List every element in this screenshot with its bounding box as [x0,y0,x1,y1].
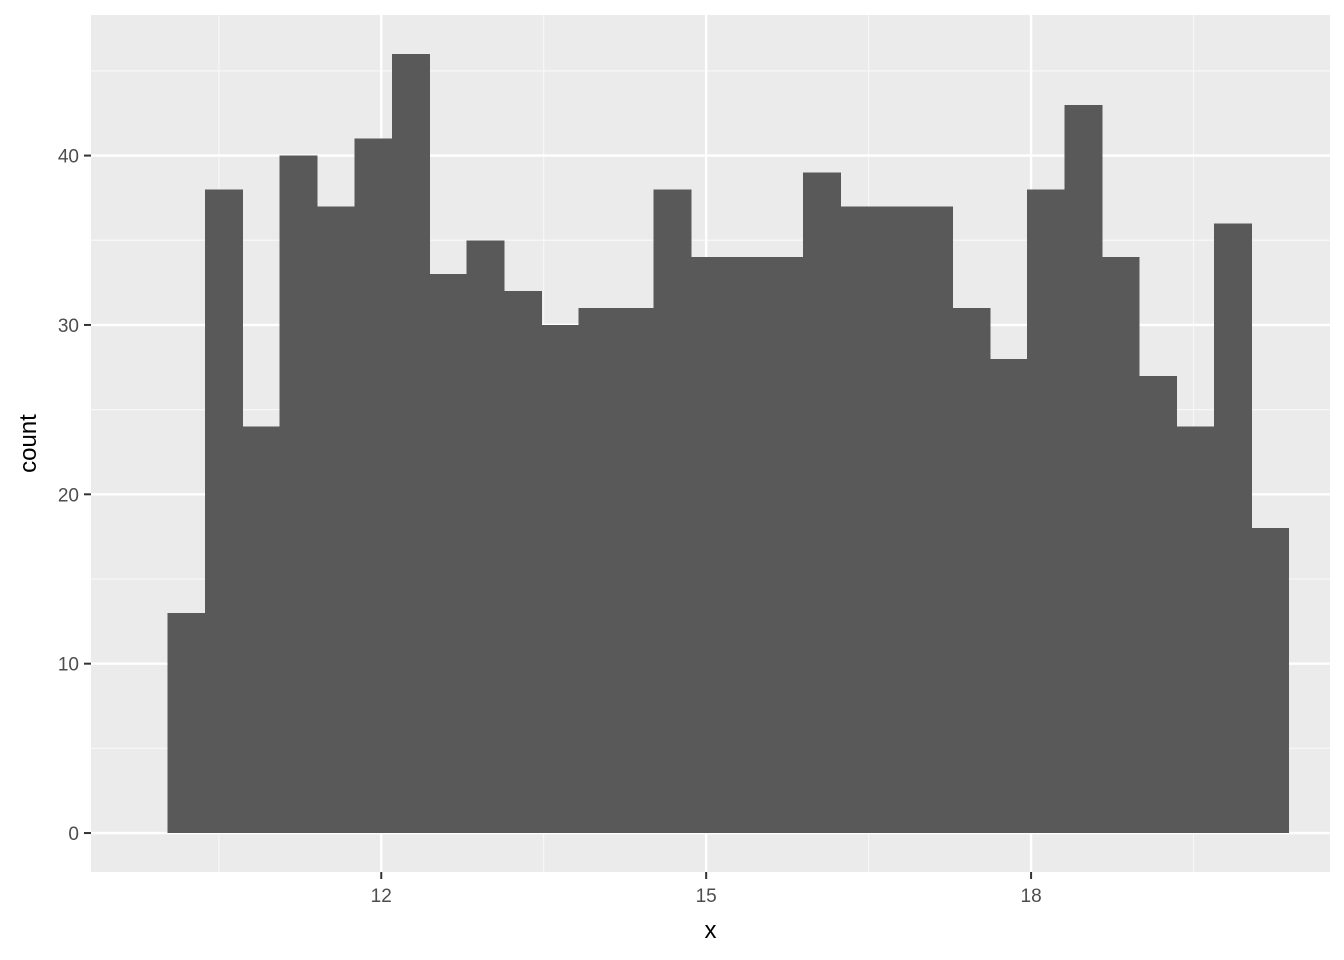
histogram-bar-12 [578,308,617,834]
histogram-bar-22 [952,308,991,834]
y-tick-label: 10 [58,655,79,676]
histogram-bar-30 [1251,528,1290,834]
histogram-bar-1 [167,612,206,834]
histogram-bar-17 [765,257,804,834]
histogram-bar-24 [1027,189,1065,834]
histogram-bar-15 [690,257,729,834]
x-axis: 12 15 18 [371,872,1042,907]
histogram-bar-10 [503,291,542,834]
y-tick-label: 0 [68,824,79,845]
histogram-bar-5 [317,206,356,834]
histogram-bar-11 [541,324,580,834]
histogram-bar-25 [1064,104,1103,834]
x-tick-label: 12 [371,886,392,907]
histogram-bar-13 [616,308,654,834]
y-tick-label: 40 [58,147,79,168]
y-tick-label: 20 [58,485,79,506]
histogram-bar-7 [391,53,430,834]
x-axis-title: x [705,917,717,944]
y-axis: 0 10 20 30 40 [58,147,91,845]
histogram-bars [167,53,1290,834]
histogram-bar-4 [279,155,318,834]
histogram-bar-9 [466,240,505,834]
histogram-bar-27 [1139,375,1178,834]
histogram-bar-20 [877,206,916,834]
histogram-bar-3 [242,426,281,834]
histogram-bar-14 [653,189,692,834]
histogram-bar-2 [204,189,243,834]
x-tick-label: 18 [1021,886,1042,907]
histogram-bar-19 [840,206,879,834]
histogram-bar-6 [354,138,393,834]
histogram-bar-23 [989,358,1028,834]
y-tick-label: 30 [58,316,79,337]
histogram-bar-28 [1176,426,1215,834]
histogram-bar-16 [728,257,767,834]
histogram-bar-29 [1213,223,1252,834]
histogram-bar-18 [802,172,841,834]
y-axis-title: count [15,414,42,473]
x-tick-label: 15 [696,886,717,907]
histogram-bar-26 [1101,257,1140,834]
histogram-bar-8 [429,274,468,834]
histogram-bar-21 [914,206,953,834]
